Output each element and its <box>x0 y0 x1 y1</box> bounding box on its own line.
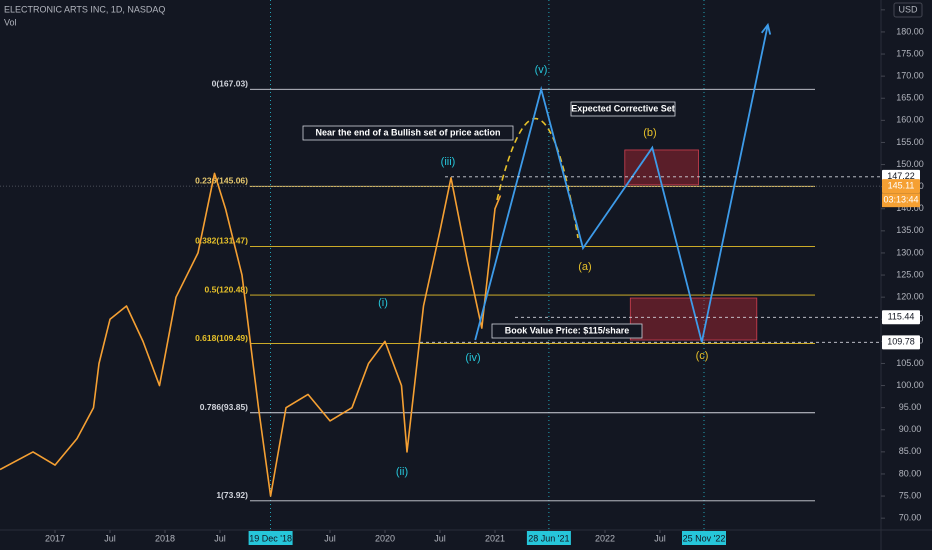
y-tick-label: 95.00 <box>899 402 922 412</box>
volume-label: Vol <box>4 17 17 27</box>
y-tick-label: 135.00 <box>896 225 924 235</box>
x-highlight-label: 19 Dec '18 <box>249 533 292 543</box>
projection-curve <box>496 117 579 239</box>
fib-label: 0.382(131.47) <box>195 236 248 246</box>
y-tick-label: 75.00 <box>899 490 922 500</box>
price-marker-label: 145.11 <box>888 181 915 191</box>
y-tick-label: 140.00 <box>896 203 924 213</box>
x-tick-label: 2017 <box>45 533 65 543</box>
x-tick-label: 2020 <box>375 533 395 543</box>
y-tick-label: 155.00 <box>896 137 924 147</box>
x-tick-label: Jul <box>324 533 336 543</box>
x-tick-label: Jul <box>104 533 116 543</box>
fib-label: 1(73.92) <box>216 490 248 500</box>
x-highlight-bg <box>248 531 293 545</box>
wave-label: (a) <box>578 261 591 273</box>
price-marker-label: 115.44 <box>888 312 915 322</box>
price-line <box>0 172 502 497</box>
y-tick-label: 80.00 <box>899 468 922 478</box>
fib-label: 0.786(93.85) <box>200 402 248 412</box>
annotation-box <box>302 125 514 141</box>
wave-label: (v) <box>535 64 548 76</box>
y-tick-label: 85.00 <box>899 446 922 456</box>
target-zone <box>624 149 699 186</box>
x-tick-label: 2022 <box>595 533 615 543</box>
annotation: Book Value Price: $115/share <box>505 325 630 335</box>
annotation: Near the end of a Bullish set of price a… <box>315 127 500 137</box>
wave-label: (iv) <box>465 352 480 364</box>
x-tick-label: Jul <box>654 533 666 543</box>
wave-label: (c) <box>696 350 709 362</box>
countdown-bg <box>882 193 920 208</box>
x-tick-label: Jul <box>214 533 226 543</box>
y-tick-label: 70.00 <box>899 513 922 523</box>
y-tick-label: 180.00 <box>896 26 924 36</box>
currency-badge <box>893 2 923 18</box>
x-highlight-bg <box>526 531 571 545</box>
annotation-box <box>491 323 643 339</box>
fib-label: 0.236(145.06) <box>195 176 248 186</box>
currency: USD <box>898 4 918 14</box>
y-tick-label: 160.00 <box>896 115 924 125</box>
y-tick-label: 90.00 <box>899 424 922 434</box>
fib-label: 0.618(109.49) <box>195 333 248 343</box>
price-marker-bg <box>882 179 920 194</box>
wave-label: (i) <box>378 297 388 309</box>
x-highlight-bg <box>682 531 726 545</box>
fib-label: 0.5(120.48) <box>205 284 249 294</box>
price-marker-bg <box>882 310 920 325</box>
x-tick-label: 2018 <box>155 533 175 543</box>
annotation: Expected Corrective Set <box>571 103 675 113</box>
y-tick-label: 125.00 <box>896 269 924 279</box>
y-tick-label: 120.00 <box>896 292 924 302</box>
price-marker-label: 147.22 <box>887 171 915 181</box>
wave-label: (iii) <box>441 156 456 168</box>
countdown: 03:13:44 <box>883 195 918 205</box>
x-tick-label: 2021 <box>485 533 505 543</box>
x-highlight-label: 25 Nov '22 <box>683 533 726 543</box>
y-tick-label: 130.00 <box>896 247 924 257</box>
wave-projection <box>474 24 769 343</box>
y-tick-label: 150.00 <box>896 159 924 169</box>
price-marker-label: 109.78 <box>887 337 915 347</box>
y-tick-label: 165.00 <box>896 93 924 103</box>
fib-label: 0(167.03) <box>212 79 249 89</box>
y-tick-label: 100.00 <box>896 380 924 390</box>
wave-label: (ii) <box>396 466 408 478</box>
price-marker-bg <box>882 335 920 350</box>
chart-title: ELECTRONIC ARTS INC, 1D, NASDAQ <box>4 4 165 14</box>
x-tick-label: Jul <box>434 533 446 543</box>
target-zone <box>629 297 758 341</box>
y-tick-label: 105.00 <box>896 358 924 368</box>
wave-label: (b) <box>643 127 656 139</box>
annotation-box <box>570 101 676 117</box>
y-tick-label: 170.00 <box>896 71 924 81</box>
y-tick-label: 175.00 <box>896 48 924 58</box>
x-highlight-label: 28 Jun '21 <box>528 533 569 543</box>
arrow-head <box>760 22 772 35</box>
